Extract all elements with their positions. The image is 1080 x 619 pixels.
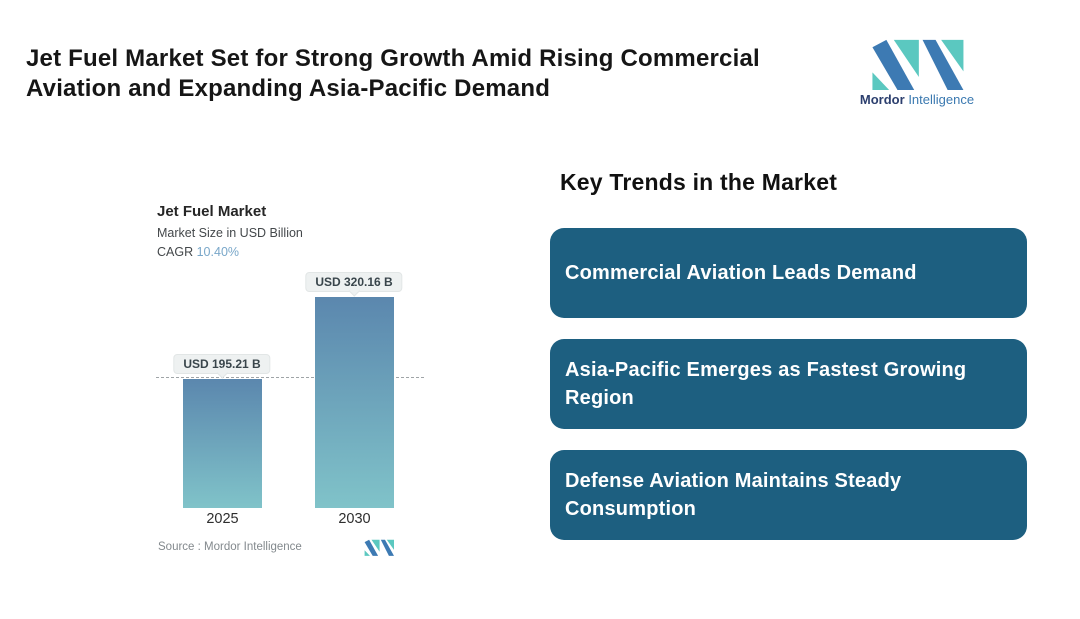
bar-2025 <box>183 379 262 508</box>
chart-cagr: CAGR 10.40% <box>157 245 239 259</box>
source-attribution: Source : Mordor Intelligence <box>158 541 302 553</box>
mordor-intelligence-logo-icon <box>868 38 966 90</box>
trends-heading: Key Trends in the Market <box>560 169 838 195</box>
page-title: Jet Fuel Market Set for Strong Growth Am… <box>26 44 760 104</box>
value-label-2030: USD 320.16 B <box>305 272 403 292</box>
x-axis-label-2030: 2030 <box>338 511 371 527</box>
page-title-line2: Aviation and Expanding Asia-Pacific Dema… <box>26 75 551 102</box>
value-label-2025: USD 195.21 B <box>173 354 271 374</box>
trend-card-label: Asia-Pacific Emerges as Fastest Growing … <box>565 359 967 409</box>
brand-name-secondary: Intelligence <box>908 92 975 107</box>
brand-name-primary: Mordor <box>859 92 905 107</box>
brand-wordmark: Mordor Intelligence <box>856 92 978 107</box>
chart-title: Jet Fuel Market <box>157 203 267 220</box>
page-title-line1: Jet Fuel Market Set for Strong Growth Am… <box>26 45 760 72</box>
cagr-value: 10.40% <box>196 245 240 259</box>
chart-subtitle: Market Size in USD Billion <box>157 226 303 240</box>
x-axis-label-2025: 2025 <box>206 511 239 527</box>
cagr-label: CAGR <box>157 245 194 259</box>
trend-card-commercial-aviation: Commercial Aviation Leads Demand <box>550 228 1027 318</box>
trend-card-label: Defense Aviation Maintains Steady Consum… <box>565 470 902 520</box>
source-value: Mordor Intelligence <box>204 541 302 553</box>
mordor-intelligence-mini-logo-icon <box>364 539 394 556</box>
brand-logo: Mordor Intelligence <box>856 38 978 107</box>
source-label: Source : <box>158 541 201 553</box>
trend-card-label: Commercial Aviation Leads Demand <box>565 262 917 284</box>
trend-card-asia-pacific: Asia-Pacific Emerges as Fastest Growing … <box>550 339 1027 429</box>
reference-dashed-line <box>156 377 424 378</box>
trend-card-defense-aviation: Defense Aviation Maintains Steady Consum… <box>550 450 1027 540</box>
bar-2030 <box>315 297 394 508</box>
